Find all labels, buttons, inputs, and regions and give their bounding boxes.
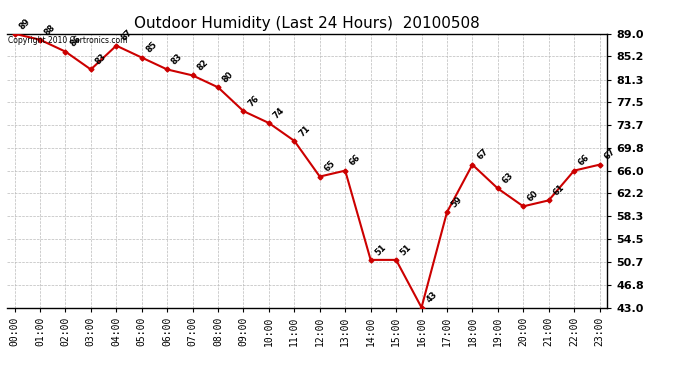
Text: 86: 86 [68,34,83,49]
Text: 85: 85 [144,40,159,55]
Text: 59: 59 [450,195,464,210]
Title: Outdoor Humidity (Last 24 Hours)  20100508: Outdoor Humidity (Last 24 Hours) 2010050… [134,16,480,31]
Text: 51: 51 [373,243,388,257]
Text: 61: 61 [551,183,566,198]
Text: 89: 89 [17,16,32,31]
Text: 66: 66 [577,153,591,168]
Text: 65: 65 [322,159,337,174]
Text: 74: 74 [272,106,286,120]
Text: 66: 66 [348,153,363,168]
Text: 51: 51 [399,243,413,257]
Text: 83: 83 [94,52,108,67]
Text: 76: 76 [246,94,261,108]
Text: 82: 82 [195,58,210,73]
Text: 60: 60 [526,189,541,204]
Text: 80: 80 [221,70,235,84]
Text: 88: 88 [43,22,57,37]
Text: 83: 83 [170,52,184,67]
Text: Copyright 2010 Cartronics.com: Copyright 2010 Cartronics.com [8,36,128,45]
Text: 67: 67 [602,147,617,162]
Text: 87: 87 [119,28,134,43]
Text: 67: 67 [475,147,490,162]
Text: 63: 63 [501,171,515,186]
Text: 43: 43 [424,290,439,305]
Text: 71: 71 [297,123,312,138]
